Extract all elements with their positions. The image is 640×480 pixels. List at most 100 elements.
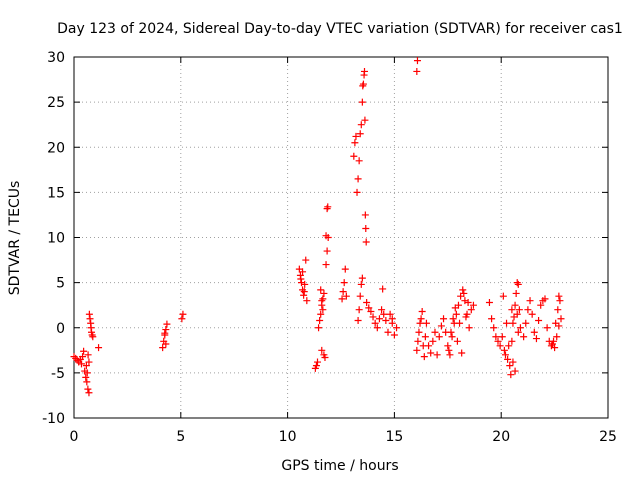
data-point <box>353 188 361 196</box>
data-point <box>300 288 308 296</box>
chart-title: Day 123 of 2024, Sidereal Day-to-day VTE… <box>57 21 623 37</box>
data-point <box>369 313 377 321</box>
data-point <box>178 315 186 323</box>
data-point <box>431 328 439 336</box>
data-point <box>357 121 365 129</box>
data-point <box>316 317 324 325</box>
data-point <box>548 340 556 348</box>
data-point <box>361 211 369 219</box>
data-point <box>89 333 97 341</box>
data-point <box>490 324 498 332</box>
x-tick-label: 5 <box>176 429 185 445</box>
data-point <box>516 324 524 332</box>
data-point <box>390 331 398 339</box>
data-point <box>393 324 401 332</box>
data-point <box>425 342 433 350</box>
data-point <box>354 317 362 325</box>
data-point <box>317 286 325 294</box>
data-point <box>530 328 538 336</box>
data-point <box>86 315 94 323</box>
data-point <box>494 337 502 345</box>
data-point <box>324 203 332 211</box>
data-point <box>161 329 169 337</box>
data-point <box>318 346 326 354</box>
data-point <box>84 385 92 393</box>
data-point <box>554 306 562 314</box>
data-point <box>446 351 454 359</box>
data-point <box>413 67 421 75</box>
data-point <box>356 130 364 138</box>
data-point <box>555 292 563 300</box>
data-point <box>314 358 322 366</box>
data-point <box>355 306 363 314</box>
data-point <box>485 298 493 306</box>
data-point <box>467 306 475 314</box>
data-point <box>342 292 350 300</box>
data-point <box>358 274 366 282</box>
x-tick-label: 25 <box>599 429 617 445</box>
data-point <box>492 333 500 341</box>
data-point <box>496 342 504 350</box>
data-point <box>451 304 459 312</box>
grid-lines <box>74 57 608 418</box>
data-point <box>537 301 545 309</box>
data-point <box>358 98 366 106</box>
data-point <box>359 82 367 90</box>
data-points <box>70 57 565 397</box>
x-tick-label: 20 <box>492 429 510 445</box>
data-point <box>553 333 561 341</box>
data-point <box>500 346 508 354</box>
data-point <box>77 360 85 368</box>
data-point <box>445 346 453 354</box>
data-point <box>449 315 457 323</box>
data-point <box>535 317 543 325</box>
data-point <box>417 315 425 323</box>
data-point <box>79 353 87 361</box>
data-point <box>461 297 469 305</box>
data-point <box>522 319 530 327</box>
data-point <box>84 351 92 359</box>
y-tick-label: 5 <box>56 276 65 292</box>
x-tick-label: 0 <box>70 429 79 445</box>
data-point <box>504 355 512 363</box>
data-point <box>361 116 369 124</box>
data-point <box>433 351 441 359</box>
data-point <box>300 291 308 299</box>
data-point <box>499 292 507 300</box>
data-point <box>508 337 516 345</box>
data-point <box>162 340 170 348</box>
data-point <box>350 152 358 160</box>
data-point <box>301 280 309 288</box>
data-point <box>339 288 347 296</box>
data-point <box>323 247 331 255</box>
data-point <box>524 306 532 314</box>
data-point <box>159 344 167 352</box>
data-point <box>312 362 320 370</box>
data-point <box>507 371 515 379</box>
data-point <box>557 315 565 323</box>
data-point <box>85 358 93 366</box>
y-tick-label: 20 <box>47 140 65 156</box>
data-point <box>323 205 331 213</box>
data-point <box>514 280 522 288</box>
data-point <box>541 295 549 303</box>
data-point <box>378 306 386 314</box>
data-point <box>375 315 383 323</box>
data-point <box>416 319 424 327</box>
y-tick-label: 25 <box>47 95 65 111</box>
data-point <box>382 317 390 325</box>
data-point <box>448 333 456 341</box>
data-point <box>528 310 536 318</box>
y-tick-label: -5 <box>51 366 65 382</box>
data-point <box>515 306 523 314</box>
data-point <box>422 319 430 327</box>
data-point <box>85 310 93 318</box>
data-point <box>506 362 514 370</box>
data-point <box>340 279 348 287</box>
data-point <box>429 337 437 345</box>
data-point <box>513 310 521 318</box>
data-point <box>355 157 363 165</box>
data-point <box>319 295 327 303</box>
data-point <box>338 295 346 303</box>
